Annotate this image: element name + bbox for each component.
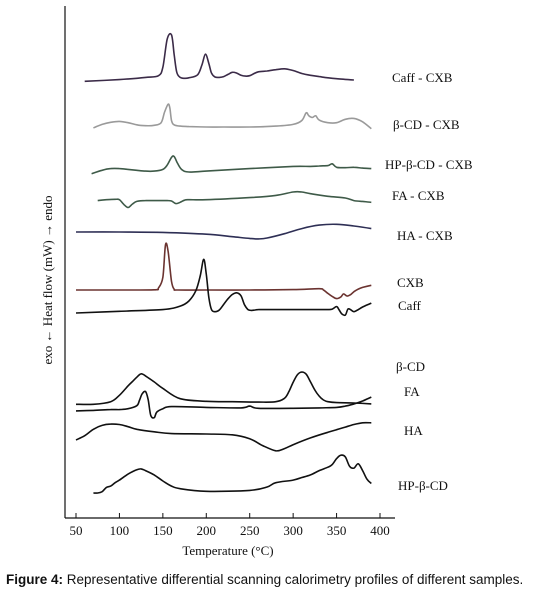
caption-text: Representative differential scanning cal… — [63, 572, 524, 587]
x-tick-label: 250 — [240, 523, 260, 538]
series-label-8: β-CD — [396, 359, 425, 374]
series-label-3: HP-β-CD - CXB — [385, 157, 473, 172]
series-label-10: HA — [404, 423, 423, 438]
x-tick-label: 350 — [327, 523, 347, 538]
series-label-2: β-CD - CXB — [393, 117, 460, 132]
series-line-5 — [75, 223, 372, 240]
x-tick-label: 150 — [153, 523, 173, 538]
y-axis-title: exo ← Heat flow (mW) → endo — [40, 196, 55, 365]
series-line-1 — [84, 32, 354, 83]
dsc-chart: Caff - CXB β-CD - CXB HP-β-CD - CXB FA - CX… — [40, 6, 473, 558]
curves — [75, 32, 372, 494]
series-label-9: FA — [404, 384, 420, 399]
x-tick-label: 100 — [110, 523, 130, 538]
x-tick-label: 50 — [70, 523, 83, 538]
x-tick-label: 400 — [370, 523, 390, 538]
series-line-11 — [93, 454, 372, 494]
series-line-7 — [75, 258, 372, 317]
figure-caption: Figure 4: Representative differential sc… — [6, 571, 538, 589]
series-label-11: HP-β-CD — [398, 478, 448, 493]
axes — [64, 6, 395, 519]
x-tick-label: 300 — [283, 523, 303, 538]
series-line-6 — [76, 242, 372, 300]
caption-label: Figure 4: — [6, 572, 64, 587]
x-axis-title: Temperature (°C) — [182, 543, 273, 558]
curve-labels: Caff - CXB β-CD - CXB HP-β-CD - CXB FA - CX… — [385, 70, 473, 493]
series-label-4: FA - CXB — [392, 188, 445, 203]
series-label-7: Caff — [398, 298, 422, 313]
series-line-10 — [75, 421, 372, 452]
series-label-1: Caff - CXB — [392, 70, 453, 85]
series-label-6: CXB — [397, 275, 424, 290]
series-line-8 — [75, 371, 372, 406]
series-label-5: HA - CXB — [397, 228, 453, 243]
series-line-4 — [97, 190, 372, 209]
series-line-9 — [75, 390, 372, 419]
x-tick-label: 200 — [197, 523, 217, 538]
x-ticks: 50 100 150 200 250 300 350 400 — [70, 513, 390, 538]
series-line-3 — [91, 155, 372, 175]
series-line-2 — [93, 103, 372, 130]
